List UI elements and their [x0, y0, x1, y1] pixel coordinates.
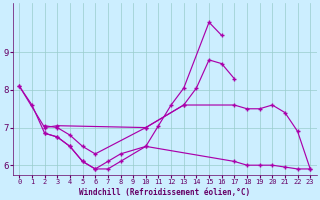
X-axis label: Windchill (Refroidissement éolien,°C): Windchill (Refroidissement éolien,°C) — [79, 188, 250, 197]
